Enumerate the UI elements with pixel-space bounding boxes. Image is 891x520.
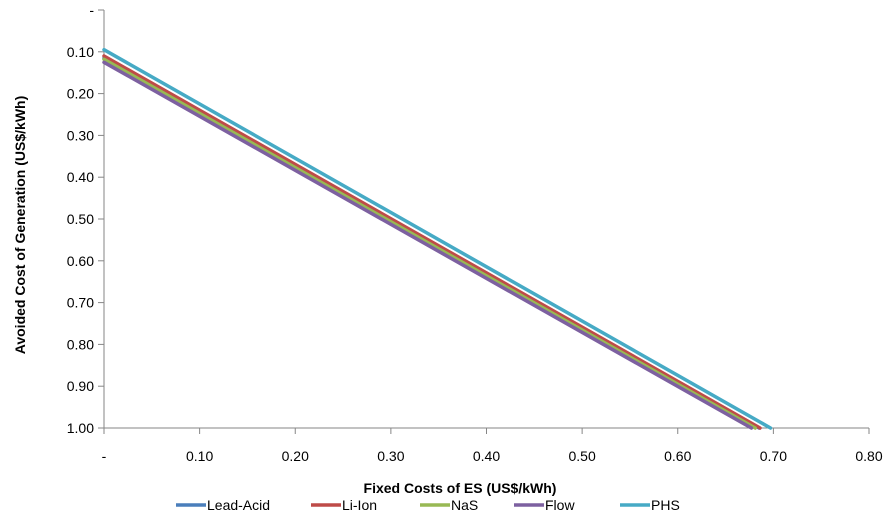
series-line-li-ion	[102, 54, 762, 430]
series-line-flow	[102, 60, 754, 430]
x-tick-label: 0.40	[473, 448, 500, 464]
y-tick-label: 0.30	[67, 127, 94, 143]
y-tick-label: 0.70	[67, 295, 94, 311]
series-lines	[102, 47, 773, 430]
x-tick-label: 0.70	[760, 448, 787, 464]
y-tick-label: 0.60	[67, 253, 94, 269]
x-tick-label: 0.20	[282, 448, 309, 464]
y-tick-label: 0.80	[67, 336, 94, 352]
plot-area	[103, 10, 869, 429]
x-tick-label: -	[102, 448, 107, 464]
y-tick-label: 0.90	[67, 378, 94, 394]
y-tick-label: 0.50	[67, 211, 94, 227]
x-tick-label: 0.50	[569, 448, 596, 464]
y-axis-ticks: - 0.10 0.20 0.30 0.40 0.50 0.60 0.70 0.80 0.90 1.0…	[67, 2, 104, 436]
legend: Lead-Acid Li-Ion NaS Flow PHS	[176, 497, 680, 513]
legend-label-flow: Flow	[545, 497, 575, 513]
y-axis-title: Avoided Cost of Generation (US$/kWh)	[12, 96, 28, 355]
x-tick-label: 0.60	[664, 448, 691, 464]
y-tick-label: 0.40	[67, 169, 94, 185]
y-tick-label: 0.20	[67, 86, 94, 102]
legend-label-li-ion: Li-Ion	[342, 497, 377, 513]
series-line-phs	[102, 47, 773, 430]
x-tick-label: 0.10	[186, 448, 213, 464]
series-line-nas	[102, 57, 757, 430]
x-tick-label: 0.80	[855, 448, 882, 464]
legend-label-lead-acid: Lead-Acid	[207, 497, 270, 513]
y-tick-label: 1.00	[67, 420, 94, 436]
legend-label-nas: NaS	[451, 497, 478, 513]
y-tick-label: 0.10	[67, 44, 94, 60]
x-axis-ticks: - 0.10 0.20 0.30 0.40 0.50 0.60 0.70 0.80	[102, 428, 883, 464]
x-axis-title: Fixed Costs of ES (US$/kWh)	[364, 480, 557, 496]
y-tick-label: -	[89, 2, 94, 18]
legend-label-phs: PHS	[651, 497, 680, 513]
x-tick-label: 0.30	[377, 448, 404, 464]
